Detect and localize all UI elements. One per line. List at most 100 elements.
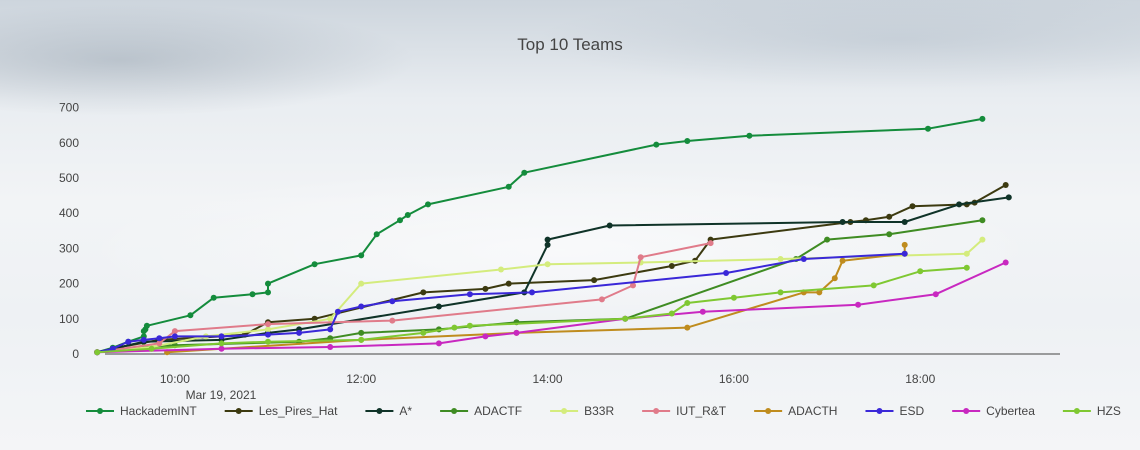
data-point[interactable] — [265, 331, 271, 338]
data-point[interactable] — [265, 321, 271, 328]
data-point[interactable] — [979, 115, 986, 122]
data-point[interactable] — [210, 294, 217, 301]
data-point[interactable] — [296, 329, 303, 336]
data-point[interactable] — [451, 324, 458, 331]
data-point[interactable] — [668, 310, 675, 317]
data-point[interactable] — [917, 268, 924, 275]
data-point[interactable] — [482, 285, 489, 292]
data-point[interactable] — [777, 256, 784, 262]
data-point[interactable] — [544, 236, 551, 243]
legend-item[interactable]: B33R — [550, 404, 614, 418]
data-point[interactable] — [187, 312, 194, 319]
data-point[interactable] — [979, 236, 986, 243]
data-point[interactable] — [622, 315, 629, 322]
data-point[interactable] — [963, 264, 970, 271]
legend-item[interactable]: A* — [365, 404, 412, 418]
data-point[interactable] — [699, 308, 706, 315]
data-point[interactable] — [544, 261, 551, 268]
data-point[interactable] — [901, 219, 908, 225]
data-point[interactable] — [265, 326, 271, 333]
data-point[interactable] — [956, 201, 963, 208]
data-point[interactable] — [925, 125, 931, 132]
data-point[interactable] — [839, 257, 846, 264]
data-point[interactable] — [513, 329, 520, 336]
data-point[interactable] — [404, 212, 411, 218]
data-point[interactable] — [218, 345, 225, 352]
data-point[interactable] — [529, 289, 535, 296]
data-point[interactable] — [963, 250, 970, 257]
data-point[interactable] — [327, 315, 334, 322]
data-point[interactable] — [125, 338, 132, 345]
data-point[interactable] — [824, 236, 831, 243]
data-point[interactable] — [544, 241, 551, 248]
data-point[interactable] — [420, 289, 427, 296]
legend-item[interactable]: ADACTH — [754, 404, 837, 418]
data-point[interactable] — [397, 217, 403, 224]
data-point[interactable] — [901, 250, 908, 257]
data-point[interactable] — [265, 338, 271, 345]
data-point[interactable] — [816, 289, 823, 296]
data-point[interactable] — [311, 261, 318, 268]
data-point[interactable] — [1005, 194, 1012, 201]
data-point[interactable] — [598, 296, 605, 303]
data-point[interactable] — [218, 333, 225, 340]
data-point[interactable] — [171, 328, 178, 335]
data-point[interactable] — [358, 252, 365, 259]
data-point[interactable] — [730, 294, 737, 301]
data-point[interactable] — [909, 203, 916, 210]
legend-item[interactable]: ADACTF — [440, 404, 522, 418]
data-point[interactable] — [505, 280, 512, 287]
data-point[interactable] — [684, 138, 691, 144]
data-point[interactable] — [707, 240, 714, 247]
data-point[interactable] — [358, 303, 365, 310]
data-point[interactable] — [606, 222, 613, 229]
data-point[interactable] — [249, 291, 256, 298]
data-point[interactable] — [435, 340, 442, 347]
data-point[interactable] — [839, 219, 846, 225]
data-point[interactable] — [653, 141, 660, 148]
data-point[interactable] — [684, 300, 691, 306]
data-point[interactable] — [373, 231, 380, 238]
data-point[interactable] — [591, 277, 598, 284]
data-point[interactable] — [358, 329, 365, 336]
data-point[interactable] — [1002, 259, 1009, 266]
data-point[interactable] — [389, 298, 396, 305]
data-point[interactable] — [498, 266, 504, 273]
data-point[interactable] — [218, 340, 225, 347]
data-point[interactable] — [637, 254, 644, 261]
data-point[interactable] — [855, 301, 862, 308]
data-point[interactable] — [156, 335, 163, 342]
data-point[interactable] — [521, 169, 528, 176]
data-point[interactable] — [932, 291, 939, 298]
data-point[interactable] — [482, 333, 489, 340]
data-point[interactable] — [435, 303, 442, 310]
data-point[interactable] — [800, 256, 807, 262]
data-point[interactable] — [505, 183, 512, 190]
data-point[interactable] — [668, 263, 675, 269]
legend-item[interactable]: HackademINT — [86, 404, 197, 418]
data-point[interactable] — [358, 280, 365, 287]
data-point[interactable] — [979, 217, 986, 224]
data-point[interactable] — [870, 282, 877, 289]
data-point[interactable] — [684, 324, 691, 331]
data-point[interactable] — [148, 345, 155, 352]
data-point[interactable] — [358, 336, 365, 343]
legend-item[interactable]: ESD — [865, 404, 924, 418]
data-point[interactable] — [327, 326, 334, 333]
data-point[interactable] — [327, 344, 334, 350]
legend-item[interactable]: IUT_R&T — [642, 404, 727, 418]
data-point[interactable] — [630, 282, 636, 289]
data-point[interactable] — [389, 317, 396, 324]
data-point[interactable] — [143, 322, 150, 329]
data-point[interactable] — [1002, 182, 1009, 188]
legend-item[interactable]: Cybertea — [952, 404, 1035, 418]
data-point[interactable] — [420, 329, 427, 336]
data-point[interactable] — [94, 349, 101, 356]
data-point[interactable] — [265, 289, 271, 296]
legend-item[interactable]: HZS — [1062, 404, 1121, 418]
data-point[interactable] — [140, 336, 147, 343]
legend-item[interactable]: Les_Pires_Hat — [224, 404, 338, 418]
data-point[interactable] — [425, 201, 431, 208]
data-point[interactable] — [466, 291, 473, 298]
data-point[interactable] — [466, 322, 473, 329]
